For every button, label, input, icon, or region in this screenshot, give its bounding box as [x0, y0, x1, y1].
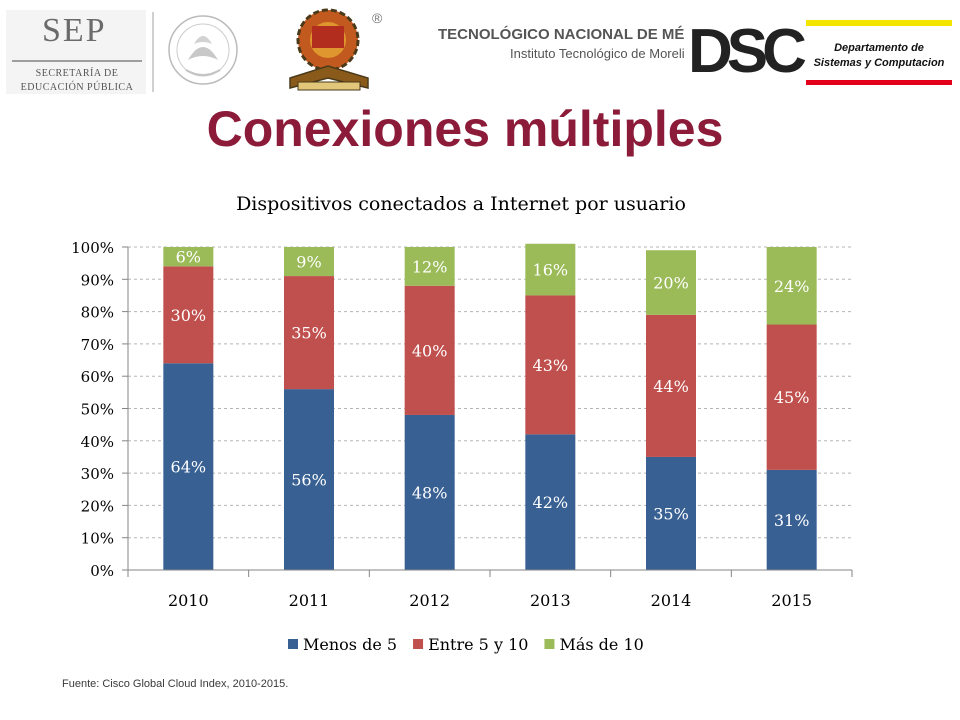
bar-segment: [404, 247, 455, 286]
bar-segment: [284, 389, 334, 570]
y-tick-label: 50%: [81, 401, 114, 419]
data-label: 30%: [171, 306, 207, 325]
legend-swatch: [288, 639, 298, 649]
bar-segment: [404, 285, 455, 415]
x-tick-label: 2012: [409, 591, 450, 610]
legend-label: Más de 10: [559, 635, 643, 654]
sep-logo-divider: [12, 60, 142, 62]
data-label: 43%: [533, 356, 569, 375]
data-label: 45%: [774, 388, 810, 407]
x-tick-label: 2010: [168, 591, 209, 610]
registered-mark: ®: [372, 10, 383, 26]
data-label: 20%: [653, 274, 689, 293]
y-tick-label: 20%: [81, 497, 114, 515]
sep-logo-line1: SECRETARÍA DE: [35, 68, 119, 79]
data-label: 31%: [774, 511, 810, 530]
chart-title: Dispositivos conectados a Internet por u…: [236, 193, 686, 215]
dsc-logo-line2: Sistemas y Computacion: [813, 57, 945, 69]
y-tick-label: 100%: [71, 239, 114, 257]
bar-segment: [284, 276, 334, 390]
bar-segment: [646, 250, 696, 315]
bar-segment: [404, 414, 455, 570]
y-tick-label: 30%: [81, 465, 114, 483]
bar-segment: [284, 247, 334, 277]
x-tick-label: 2013: [530, 591, 571, 610]
bar-segment: [525, 243, 576, 296]
logo-bar: SEP SECRETARÍA DE EDUCACIÓN PÚBLICA ® TE…: [0, 0, 960, 100]
data-label: 40%: [412, 341, 448, 360]
dsc-logo: DSC Departamento de Sistemas y Computaci…: [684, 10, 956, 92]
bar-segment: [646, 314, 696, 457]
bar-segment: [766, 469, 817, 570]
bar-segment: [525, 434, 576, 570]
dsc-logo-line1: Departamento de: [834, 42, 924, 54]
data-label: 64%: [171, 458, 207, 477]
data-label: 42%: [533, 493, 569, 512]
bar-segment: [766, 247, 817, 325]
x-axis: 2010 2011 2012 2013 2014 2015: [127, 569, 853, 610]
sep-logo: SEP SECRETARÍA DE EDUCACIÓN PÚBLICA: [6, 10, 146, 94]
dsc-logo-letters: DSC: [688, 17, 807, 86]
y-tick-label: 80%: [81, 304, 114, 322]
y-tick-label: 60%: [81, 368, 114, 386]
y-axis: 0% 10% 20% 30% 40% 50% 60% 70% 80% 90% 100%: [71, 239, 129, 580]
dsc-red-stripe: [806, 80, 952, 85]
data-label: 35%: [291, 324, 327, 343]
itm-logo-icon: [289, 8, 369, 91]
x-tick-label: 2014: [651, 591, 692, 610]
data-label: 48%: [412, 483, 448, 502]
tnm-title: TECNOLÓGICO NACIONAL DE MÉXICO: [438, 26, 722, 43]
sep-logo-line2: EDUCACIÓN PÚBLICA: [20, 82, 134, 93]
data-label: 9%: [296, 253, 321, 272]
data-label: 24%: [774, 277, 810, 296]
dsc-yellow-stripe: [806, 20, 952, 26]
legend-swatch: [413, 639, 424, 649]
header-divider: [152, 12, 154, 92]
mexico-seal-icon: [168, 15, 238, 85]
bar-segment: [646, 456, 696, 570]
slide-title: Conexiones múltiples: [206, 101, 724, 157]
legend-label: Entre 5 y 10: [428, 635, 528, 654]
data-label: 6%: [176, 248, 201, 267]
x-tick-label: 2015: [771, 591, 812, 610]
bar-segment: [163, 266, 214, 364]
sep-logo-text: SEP: [42, 12, 107, 49]
data-label: 16%: [533, 261, 569, 280]
chart-legend: Menos de 5 Entre 5 y 10 Más de 10: [288, 635, 644, 654]
source-note: Fuente: Cisco Global Cloud Index, 2010-2…: [62, 678, 289, 690]
tnm-subtitle: Instituto Tecnológico de Morelia: [510, 46, 692, 61]
bar-segment: [163, 247, 214, 267]
bar-segment: [766, 324, 817, 470]
bar-segment: [163, 363, 214, 570]
data-label: 44%: [653, 377, 689, 396]
y-tick-label: 0%: [90, 562, 114, 580]
y-tick-label: 70%: [81, 336, 114, 354]
legend-label: Menos de 5: [303, 635, 397, 654]
y-tick-label: 90%: [81, 271, 114, 289]
y-tick-label: 40%: [81, 433, 114, 451]
data-label: 56%: [291, 471, 327, 490]
y-tick-label: 10%: [81, 530, 114, 548]
legend-swatch: [544, 639, 555, 649]
bar-segment: [525, 295, 576, 435]
chart-bars: 64% 30% 6% 56% 35% 9% 48% 40% 12% 42% 43% 16% 35% 44%…: [163, 243, 817, 570]
data-label: 12%: [412, 257, 448, 276]
x-tick-label: 2011: [289, 591, 330, 610]
chart-grid: [128, 246, 852, 539]
data-label: 35%: [653, 504, 689, 523]
